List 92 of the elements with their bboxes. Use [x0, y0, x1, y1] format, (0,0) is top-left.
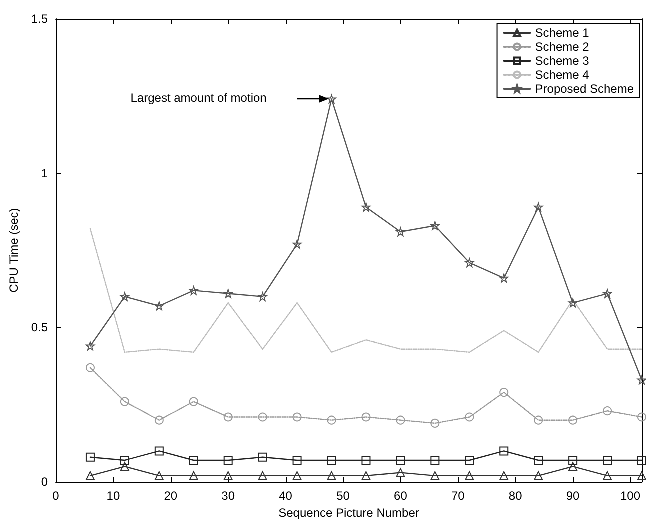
x-tick-label: 60 [394, 489, 408, 504]
point [154, 446, 164, 456]
point [603, 406, 612, 416]
point [362, 456, 371, 465]
point [396, 228, 406, 237]
point [120, 456, 130, 465]
point [603, 456, 612, 465]
point [534, 456, 544, 465]
point [292, 412, 302, 422]
point [500, 388, 509, 398]
point [396, 416, 406, 425]
point [292, 456, 302, 465]
point [86, 452, 95, 462]
point [292, 471, 302, 480]
legend-label: Proposed Scheme [535, 82, 634, 96]
point [154, 416, 164, 425]
x-tick-label: 70 [451, 489, 466, 504]
point [258, 292, 268, 302]
point [224, 471, 233, 480]
x-tick-label: 0 [52, 489, 60, 504]
point [327, 456, 336, 465]
point [396, 468, 406, 478]
point [258, 471, 268, 480]
point [189, 286, 198, 296]
point [430, 418, 440, 428]
point [224, 456, 233, 465]
point [362, 202, 371, 212]
point [603, 289, 612, 298]
legend-label: Scheme 2 [535, 40, 590, 54]
point [465, 258, 474, 268]
y-tick-label: 0 [41, 475, 48, 490]
point [500, 471, 509, 480]
point [362, 471, 371, 480]
x-tick-label: 40 [279, 489, 293, 504]
point [465, 412, 474, 422]
point [189, 456, 198, 465]
x-tick-label: 10 [106, 489, 120, 504]
point [120, 292, 130, 302]
point [603, 471, 612, 480]
point [500, 446, 509, 456]
point [189, 471, 198, 480]
legend-label: Scheme 3 [535, 54, 590, 68]
point [258, 452, 268, 462]
point [120, 397, 130, 406]
x-tick-label: 100 [620, 489, 641, 504]
point [224, 412, 233, 422]
point [534, 202, 544, 212]
point [568, 462, 578, 472]
point [465, 456, 474, 465]
y-tick-label: 1 [41, 166, 48, 180]
y-axis-title: CPU Time (sec) [7, 208, 21, 293]
line-series [90, 228, 643, 354]
x-tick-label: 50 [336, 489, 350, 504]
point [362, 412, 371, 422]
x-axis-title: Sequence Picture Number [278, 506, 420, 520]
point [154, 471, 164, 480]
point [568, 298, 578, 308]
point [327, 94, 336, 104]
x-tick-label: 30 [222, 489, 236, 504]
point [189, 397, 198, 406]
x-tick-label: 20 [164, 489, 178, 504]
point [327, 471, 336, 480]
point [86, 363, 95, 372]
point [86, 471, 95, 480]
point [638, 471, 646, 480]
point [465, 471, 474, 480]
point [568, 456, 578, 465]
point [120, 462, 130, 472]
point [258, 412, 268, 422]
point [534, 471, 544, 480]
y-tick-label: 1.5 [31, 12, 48, 26]
x-tick-label: 80 [508, 489, 523, 504]
point [430, 456, 440, 465]
point [154, 302, 164, 311]
point [568, 416, 578, 425]
point [534, 416, 544, 425]
point [292, 240, 302, 249]
legend-label: Scheme 4 [535, 68, 590, 82]
point [500, 274, 509, 283]
point [430, 471, 440, 480]
point [224, 289, 233, 298]
point [86, 342, 95, 351]
annotation: Largest amount of motion [130, 91, 267, 106]
point [638, 412, 646, 422]
legend-label: Scheme 1 [535, 26, 590, 40]
point [638, 376, 646, 385]
point [327, 416, 336, 425]
x-tick-label: 90 [566, 489, 580, 504]
point [396, 456, 406, 465]
y-tick-label: 0.5 [31, 320, 48, 335]
point [638, 456, 646, 465]
point [430, 221, 440, 230]
